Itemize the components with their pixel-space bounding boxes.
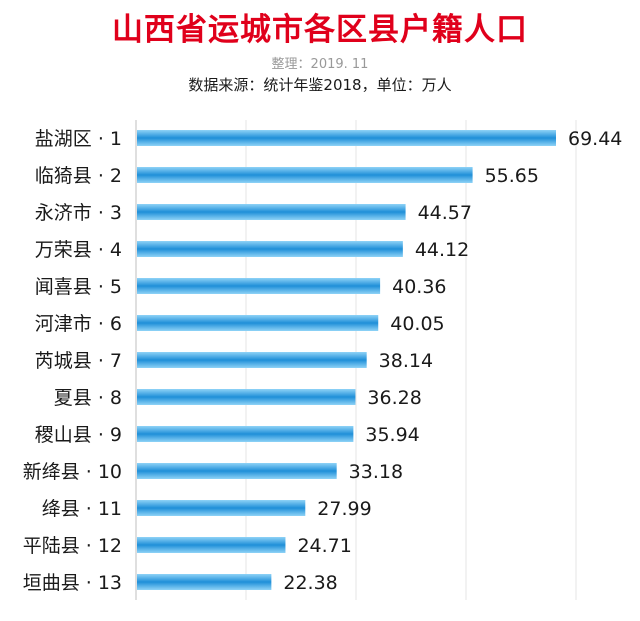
data-label: 27.99 xyxy=(317,498,371,520)
data-label: 22.38 xyxy=(283,572,337,594)
bar xyxy=(137,204,406,220)
data-label: 44.57 xyxy=(418,202,472,224)
data-label: 38.14 xyxy=(379,350,433,372)
data-label: 44.12 xyxy=(415,239,469,261)
category-label: 盐湖区 · 1 xyxy=(35,128,122,150)
data-label: 69.44 xyxy=(568,128,622,150)
chart-source-note: 数据来源：统计年鉴2018，单位：万人 xyxy=(188,76,452,94)
category-label: 永济市 · 3 xyxy=(35,202,122,224)
category-label: 平陆县 · 12 xyxy=(23,535,122,557)
category-label: 新绛县 · 10 xyxy=(23,461,122,483)
bar xyxy=(137,352,367,368)
category-label: 万荣县 · 4 xyxy=(35,239,122,261)
bar xyxy=(137,500,306,516)
data-label: 24.71 xyxy=(297,535,351,557)
bar xyxy=(137,426,354,442)
category-label: 稷山县 · 9 xyxy=(35,424,122,446)
category-label: 夏县 · 8 xyxy=(54,387,122,409)
category-label: 河津市 · 6 xyxy=(35,313,122,335)
bar xyxy=(137,130,556,146)
bar xyxy=(137,315,379,331)
category-label: 临猗县 · 2 xyxy=(35,165,122,187)
category-label: 垣曲县 · 13 xyxy=(23,572,122,594)
category-label: 绛县 · 11 xyxy=(42,498,122,520)
category-label: 芮城县 · 7 xyxy=(35,350,122,372)
data-label: 40.36 xyxy=(392,276,446,298)
data-label: 55.65 xyxy=(485,165,539,187)
data-label: 33.18 xyxy=(349,461,403,483)
bar xyxy=(137,537,286,553)
bar xyxy=(137,278,381,294)
data-label: 40.05 xyxy=(390,313,444,335)
data-label: 36.28 xyxy=(367,387,421,409)
chart-title: 山西省运城市各区县户籍人口 xyxy=(112,12,528,48)
chart-subtitle: 整理：2019. 11 xyxy=(271,57,369,72)
category-label: 闻喜县 · 5 xyxy=(35,276,122,298)
bar xyxy=(137,463,337,479)
bar xyxy=(137,574,272,590)
data-label: 35.94 xyxy=(365,424,419,446)
bar xyxy=(137,167,473,183)
bar xyxy=(137,241,403,257)
bar xyxy=(137,389,356,405)
